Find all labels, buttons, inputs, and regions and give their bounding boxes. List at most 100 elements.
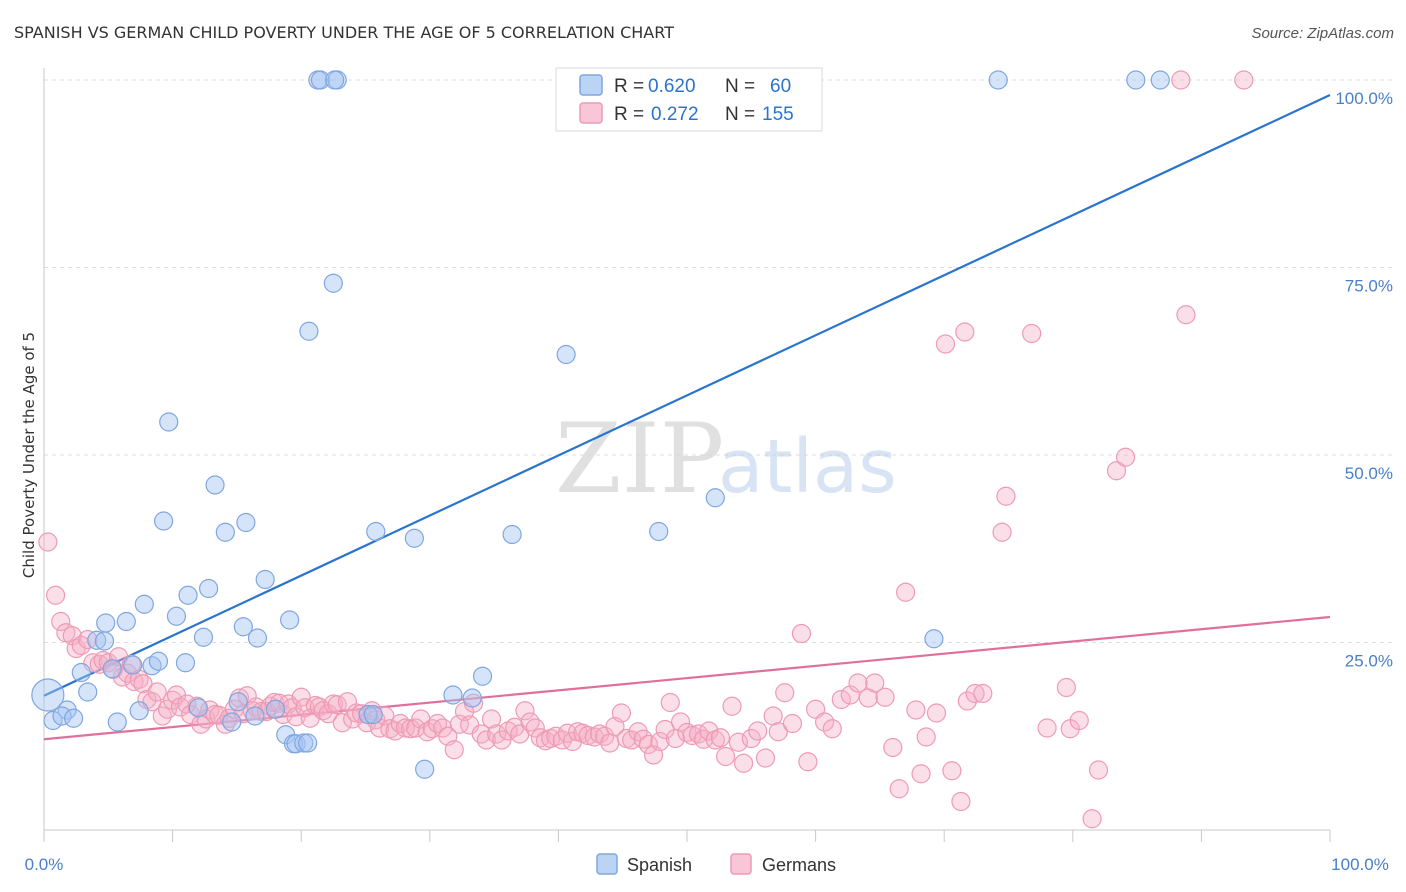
spanish-point	[205, 475, 225, 495]
spanish-point	[94, 631, 115, 651]
germans-point	[755, 748, 776, 768]
germans-point	[1171, 70, 1191, 90]
trend-lines	[43, 94, 1331, 741]
germans-point	[515, 701, 535, 721]
spanish-point	[166, 606, 187, 626]
spanish-point	[123, 655, 143, 675]
spanish-point	[178, 585, 198, 605]
spanish-point	[188, 698, 208, 718]
germans-point	[942, 761, 962, 781]
germans-point	[715, 746, 736, 767]
germans-point	[291, 687, 311, 707]
watermark-atlas: atlas	[718, 424, 897, 510]
spanish-point	[116, 611, 136, 632]
stats-legend-germans-r-value: 0.272	[651, 104, 699, 125]
spanish-point	[129, 701, 149, 721]
germans-point	[476, 730, 496, 750]
germans-point	[520, 712, 540, 732]
germans-point	[906, 700, 926, 720]
spanish-point	[148, 651, 169, 671]
germans-point	[611, 703, 632, 723]
legend-germans-label: Germans	[762, 855, 836, 875]
x-tick-label-max: 100.0%	[1331, 855, 1389, 874]
spanish-point	[280, 610, 300, 630]
spanish-point	[175, 653, 196, 673]
germans-point	[38, 532, 58, 552]
germans-point	[710, 728, 731, 748]
germans-point	[1082, 809, 1102, 829]
spanish-point	[358, 704, 378, 725]
spanish-point	[988, 70, 1008, 90]
spanish-point	[245, 706, 265, 726]
germans-point	[660, 692, 680, 713]
spanish-point	[415, 759, 435, 779]
series-spanish-points	[31, 70, 1170, 779]
stats-legend-germans-n-label: N =	[725, 104, 755, 125]
y-tick-label: 25.0%	[1345, 652, 1393, 671]
germans-point	[525, 718, 545, 738]
spanish-point	[323, 273, 343, 293]
spanish-point	[52, 706, 72, 726]
spanish-point	[325, 70, 345, 90]
germans-point	[332, 713, 352, 733]
germans-point	[992, 522, 1012, 542]
stats-legend-spanish-n-label: N =	[725, 76, 755, 97]
germans-point	[955, 322, 975, 342]
spanish-point	[310, 70, 331, 90]
germans-point	[449, 714, 469, 734]
spanish-point	[228, 692, 248, 712]
germans-point	[147, 682, 167, 702]
germans-point	[896, 582, 916, 602]
germans-point	[163, 690, 183, 710]
spanish-point	[366, 521, 386, 542]
stats-legend-germans-n-value: 155	[762, 104, 794, 125]
germans-point	[728, 732, 749, 752]
spanish-point	[134, 594, 154, 614]
germans-point	[848, 673, 868, 693]
trend-line-germans	[43, 615, 1331, 741]
germans-point	[791, 623, 812, 644]
spanish-point	[404, 528, 424, 548]
germans-point	[996, 486, 1016, 506]
x-axis-ticks	[43, 830, 1331, 842]
germans-point	[313, 701, 333, 721]
spanish-point	[102, 659, 122, 679]
stats-legend-spanish-n-value: 60	[770, 76, 791, 97]
germans-point	[444, 740, 464, 760]
germans-point	[1022, 323, 1042, 344]
germans-point	[722, 696, 742, 716]
germans-point	[875, 687, 895, 707]
germans-point	[831, 689, 851, 710]
germans-point	[400, 719, 421, 739]
spanish-point	[298, 733, 318, 753]
spanish-point	[215, 522, 235, 542]
trend-line-spanish	[43, 94, 1331, 697]
legend-spanish-label: Spanish	[627, 855, 692, 875]
spanish-point	[462, 688, 482, 708]
germans-point	[191, 714, 211, 734]
germans-point	[951, 791, 971, 812]
spanish-point	[199, 578, 219, 599]
spanish-point	[265, 699, 286, 719]
spanish-point	[43, 710, 63, 731]
legend-spanish-swatch	[596, 853, 618, 875]
chart-title: SPANISH VS GERMAN CHILD POVERTY UNDER TH…	[14, 23, 674, 42]
source-label: Source: ZipAtlas.com	[1251, 25, 1394, 42]
spanish-point	[78, 682, 98, 702]
germans-point	[1115, 447, 1136, 467]
stats-legend: R = 0.620 N = 60 R = 0.272 N = 155	[555, 67, 823, 132]
germans-point	[916, 727, 936, 747]
germans-point	[911, 764, 931, 784]
spanish-point	[222, 712, 242, 732]
y-tick-label: 50.0%	[1345, 464, 1393, 483]
spanish-point	[193, 627, 214, 647]
spanish-point	[472, 666, 493, 686]
germans-point	[471, 724, 491, 744]
spanish-point	[31, 678, 65, 712]
spanish-point	[255, 569, 275, 590]
germans-point	[406, 718, 426, 738]
watermark-zip: ZIP	[555, 403, 724, 515]
x-tick-label-min: 0.0%	[25, 855, 64, 874]
germans-point	[638, 734, 659, 755]
germans-point	[935, 334, 956, 354]
